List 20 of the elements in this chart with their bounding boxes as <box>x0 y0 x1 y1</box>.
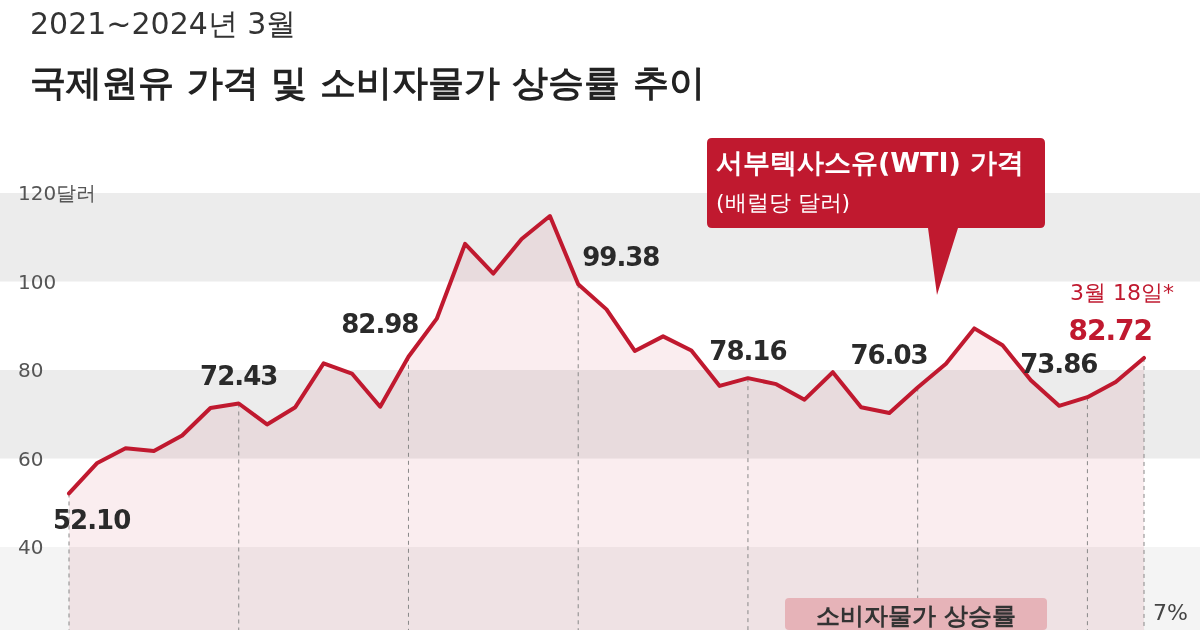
y-tick-label: 100 <box>18 269 57 294</box>
data-label: 73.86 <box>1020 349 1098 380</box>
y-tick-label: 40 <box>18 535 44 559</box>
text: 소비자물가 상승률 <box>815 602 1017 630</box>
data-label: 52.10 <box>53 505 131 536</box>
text: 7% <box>1153 600 1188 625</box>
data-label: 99.38 <box>582 242 660 273</box>
data-label: 72.43 <box>200 361 278 392</box>
y-tick-label: 80 <box>18 358 44 382</box>
annotation: 3월 18일* <box>1070 279 1174 305</box>
data-label: 78.16 <box>709 336 787 367</box>
text: 서부텍사스유(WTI) 가격 <box>716 147 1025 178</box>
y-axis-title: (배럴당 달러) <box>716 190 851 215</box>
data-label: 82.72 <box>1068 313 1152 347</box>
data-label: 82.98 <box>341 308 419 339</box>
chart-subtitle: 2021~2024년 3월 <box>30 6 297 41</box>
y-tick-label: 120달러 <box>18 181 97 205</box>
y-tick-label: 60 <box>18 446 44 471</box>
chart-title: 국제원유 가격 및 소비자물가 상승률 추이 <box>30 62 705 103</box>
data-label: 76.03 <box>850 339 928 370</box>
